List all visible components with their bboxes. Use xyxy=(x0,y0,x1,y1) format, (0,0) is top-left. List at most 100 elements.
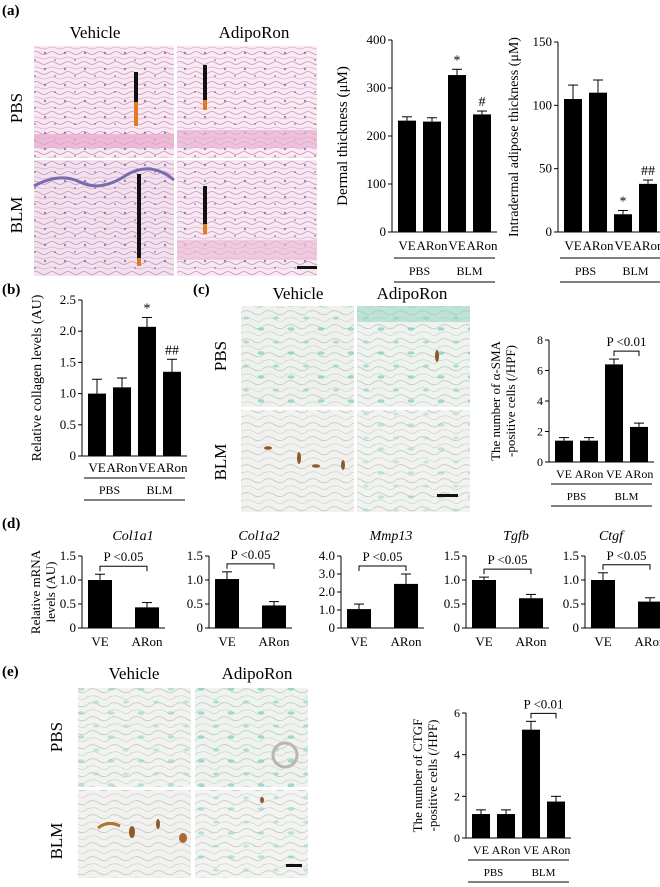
group-label: PBS xyxy=(409,264,430,278)
y-tick-label: 300 xyxy=(367,80,387,95)
bar xyxy=(605,364,623,462)
significance-bracket xyxy=(483,568,532,575)
ihc-asma-adiporon-blm xyxy=(357,410,470,512)
gene-title: Col1a1 xyxy=(112,529,153,544)
row-header-pbs: PBS xyxy=(47,722,66,752)
category-label: ARon xyxy=(106,460,138,475)
y-axis-label: Relative collagen levels (AU) xyxy=(30,294,45,461)
he-micrograph-adiporon-pbs xyxy=(177,46,317,158)
y-tick-label: 4 xyxy=(537,394,543,408)
group-label: BLM xyxy=(622,264,648,278)
category-label: VE xyxy=(523,843,539,857)
bar xyxy=(522,729,540,838)
category-label: ARon xyxy=(542,843,571,857)
chart-col1a1: 0 0.5 1.0 1.5 Relative mRNA levels (AU) VE ARon… xyxy=(28,529,165,649)
y-tick-label: 2.0 xyxy=(60,323,76,338)
group-label: PBS xyxy=(575,264,596,278)
category-label: ARon xyxy=(131,634,163,649)
y-tick-label: 0 xyxy=(380,224,387,239)
y-axis-label: The number of α-SMA xyxy=(488,340,503,460)
category-label: VE xyxy=(614,238,631,253)
bar xyxy=(472,580,496,628)
y-tick-label: 1.0 xyxy=(187,572,203,587)
y-tick-label: 0 xyxy=(537,455,543,469)
p-value-label: P <0.05 xyxy=(606,548,646,563)
bar xyxy=(497,814,515,838)
y-tick-label: 4.0 xyxy=(319,548,335,563)
col-header-vehicle: Vehicle xyxy=(70,23,121,42)
ihc-ctgf-adiporon-pbs xyxy=(195,688,308,787)
category-label: VE xyxy=(448,238,465,253)
y-tick-label: 0 xyxy=(197,620,204,635)
row-header-pbs: PBS xyxy=(7,93,26,123)
y-axis-label: levels (AU) xyxy=(43,561,58,622)
bar xyxy=(262,605,286,628)
gene-title: Tgfb xyxy=(503,529,529,544)
row-header-blm: BLM xyxy=(211,444,230,481)
y-tick-label: 150 xyxy=(533,34,553,49)
y-tick-label: 3.0 xyxy=(319,566,335,581)
y-tick-label: 1.5 xyxy=(60,354,76,369)
category-label: ARon xyxy=(625,467,654,481)
bar xyxy=(88,580,112,628)
y-tick-label: 6 xyxy=(454,706,460,720)
y-tick-label: 8 xyxy=(537,333,543,347)
bar xyxy=(135,607,159,628)
bar xyxy=(614,214,632,232)
significance-mark: * xyxy=(620,194,627,209)
y-tick-label: 1.0 xyxy=(319,602,335,617)
y-tick-label: 0.5 xyxy=(60,596,76,611)
y-tick-label: 1.0 xyxy=(60,572,76,587)
scale-bar xyxy=(286,864,302,867)
significance-mark: ## xyxy=(165,343,179,358)
p-value-label: P <0.05 xyxy=(230,547,270,562)
p-value-label: P <0.05 xyxy=(103,549,143,564)
bar xyxy=(638,601,660,628)
row-header-pbs: PBS xyxy=(211,341,230,371)
y-tick-label: 0 xyxy=(329,620,336,635)
bar xyxy=(519,598,543,628)
category-label: VE xyxy=(218,634,235,649)
chart-col1a2: 0 0.5 1.0 1.5 VE ARon P <0.05 Col1a2 xyxy=(187,529,292,649)
bar xyxy=(215,579,239,628)
category-label: ARon xyxy=(582,238,614,253)
scale-bar xyxy=(297,266,317,269)
y-tick-label: 1.0 xyxy=(60,386,76,401)
y-tick-label: 100 xyxy=(367,176,387,191)
bar xyxy=(394,583,418,628)
category-label: ARon xyxy=(515,634,547,649)
y-axis-label: -positive cells (/HPF) xyxy=(503,345,518,457)
he-micrograph-vehicle-blm xyxy=(33,160,175,276)
significance-mark: ## xyxy=(641,164,655,179)
col-header-adiporon: AdipoRon xyxy=(377,284,448,303)
y-tick-label: 1.5 xyxy=(563,548,579,563)
y-tick-label: 1.0 xyxy=(563,572,579,587)
ihc-asma-vehicle-pbs xyxy=(241,306,354,407)
bar xyxy=(591,580,615,628)
y-tick-label: 1.5 xyxy=(187,548,203,563)
y-tick-label: 0 xyxy=(454,620,461,635)
chart-relative-collagen: 0 0.5 1.0 1.5 2.0 2.5 Relative collagen levels… xyxy=(30,292,188,501)
y-axis-label: The number of CTGF xyxy=(410,719,425,833)
p-value-label: P <0.05 xyxy=(362,549,402,564)
panel-label-b: (b) xyxy=(2,282,20,298)
y-tick-label: 0 xyxy=(70,620,77,635)
y-axis-label: -positive cells (/HPF) xyxy=(425,720,440,832)
chart-asma-positive-cells: 0 2 4 6 8 The number of α-SMA -positive cells … xyxy=(488,333,654,507)
significance-mark: * xyxy=(454,53,461,68)
bar xyxy=(423,121,441,232)
p-value-label: P <0.05 xyxy=(487,552,527,567)
significance-bracket xyxy=(602,564,651,570)
panel-label-d: (d) xyxy=(2,516,20,532)
y-tick-label: 200 xyxy=(367,128,387,143)
y-tick-label: 2.5 xyxy=(60,292,76,307)
col-header-vehicle: Vehicle xyxy=(273,284,324,303)
y-axis-label: Intradermal adipose thickness (μM) xyxy=(507,37,522,237)
col-header-adiporon: AdipoRon xyxy=(222,664,293,683)
y-tick-label: 0.5 xyxy=(60,417,76,432)
group-label: PBS xyxy=(484,867,504,879)
bar xyxy=(138,326,156,456)
category-label: ARon xyxy=(258,634,290,649)
bar xyxy=(547,801,565,838)
y-axis-label: Relative mRNA xyxy=(28,549,43,634)
